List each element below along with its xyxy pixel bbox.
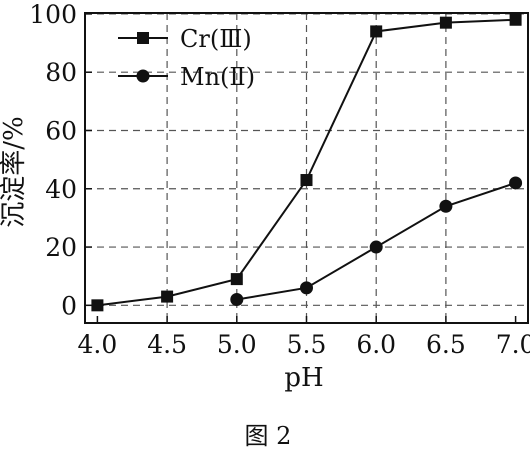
- y-axis-title: 沉淀率/%: [0, 116, 29, 227]
- legend: Cr(Ⅲ) Mn(Ⅱ): [118, 25, 255, 91]
- legend-label: Mn(Ⅱ): [180, 63, 255, 91]
- y-tick-label: 80: [45, 58, 77, 87]
- data-point-circle: [509, 176, 523, 190]
- data-point-square: [91, 299, 104, 312]
- y-tick-label: 20: [45, 233, 77, 262]
- data-point-circle: [230, 293, 244, 307]
- data-point-square: [509, 13, 522, 26]
- data-point-square: [161, 290, 174, 303]
- x-tick-label: 4.0: [78, 330, 118, 359]
- x-tick-label: 6.0: [356, 330, 396, 359]
- data-point-circle: [300, 281, 313, 295]
- data-point-square: [439, 16, 452, 29]
- data-point-square: [300, 174, 313, 187]
- y-tick-label: 100: [29, 0, 77, 29]
- x-axis-title: pH: [284, 363, 323, 393]
- x-tick-label: 6.5: [426, 330, 466, 359]
- legend-marker-square: [137, 32, 149, 44]
- grid-layer: [85, 13, 528, 323]
- plot-frame: [84, 12, 529, 324]
- data-point-circle: [369, 240, 383, 254]
- y-tick-label: 0: [61, 291, 77, 320]
- x-tick-label: 5.0: [217, 330, 257, 359]
- data-point-square: [370, 25, 383, 38]
- data-point-circle: [439, 199, 453, 213]
- x-tick-label: 5.5: [287, 330, 327, 359]
- y-tick-label: 40: [45, 175, 77, 204]
- legend-label: Cr(Ⅲ): [180, 25, 252, 53]
- figure-caption: 图 2: [245, 422, 292, 450]
- data-point-square: [230, 273, 243, 286]
- x-tick-label: 7.0: [496, 330, 530, 359]
- x-tick-label: 4.5: [147, 330, 187, 359]
- series-layer: [91, 13, 523, 312]
- axis-layer: 4.0 4.5 5.0 5.5 6.0 6.5 7.0 0 20 40 60 80 100: [29, 0, 530, 359]
- legend-marker-circle: [136, 69, 150, 83]
- y-tick-label: 60: [45, 116, 77, 145]
